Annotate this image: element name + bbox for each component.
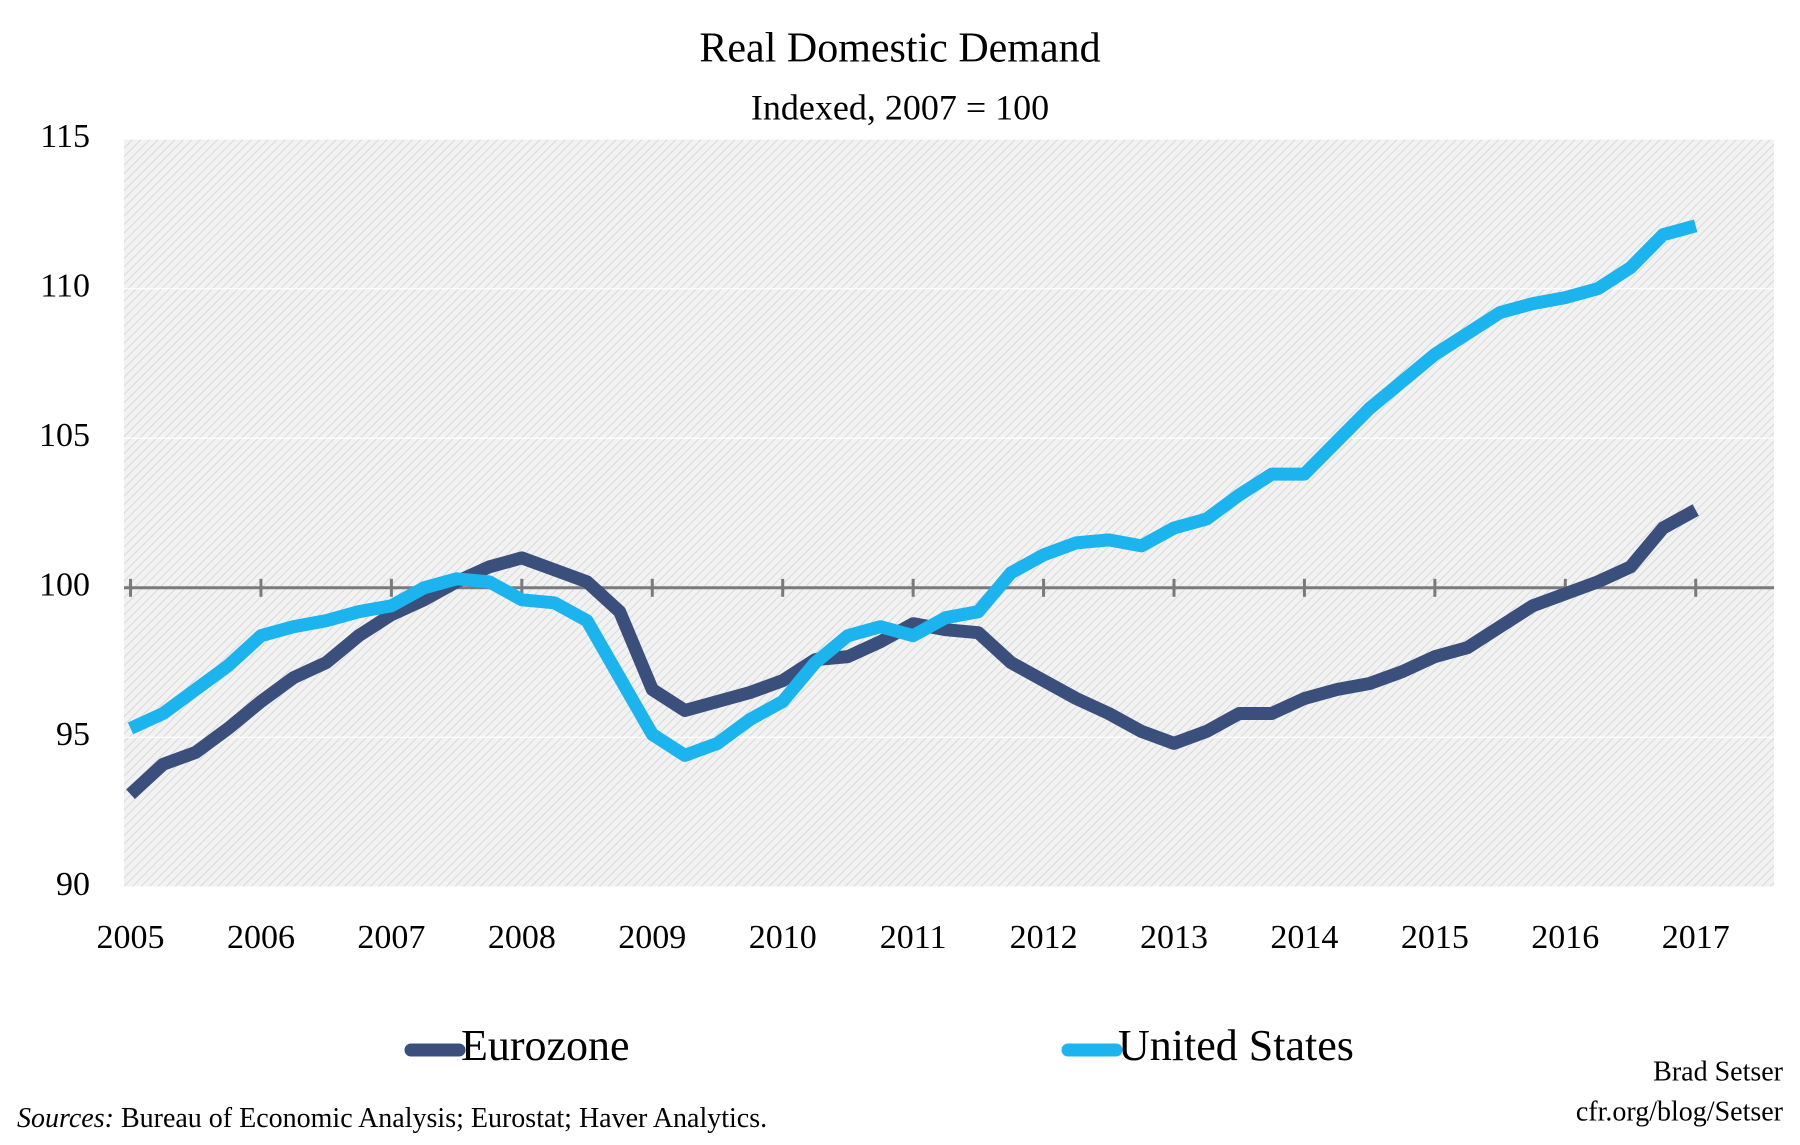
x-tick-label: 2006	[227, 919, 295, 956]
legend-label: United States	[1118, 1021, 1354, 1070]
x-tick-label: 2012	[1010, 919, 1078, 956]
chart-subtitle: Indexed, 2007 = 100	[751, 87, 1049, 127]
x-tick-label: 2009	[618, 919, 686, 956]
plot-area	[124, 139, 1774, 887]
x-tick-label: 2007	[357, 919, 425, 956]
x-tick-label: 2005	[97, 919, 165, 956]
y-tick-label: 95	[56, 716, 90, 753]
y-tick-label: 110	[40, 267, 90, 304]
x-tick-label: 2015	[1401, 919, 1469, 956]
y-tick-label: 105	[39, 417, 90, 454]
source-label: Sources:	[17, 1103, 114, 1134]
x-tick-label: 2014	[1270, 919, 1338, 956]
x-tick-label: 2011	[880, 919, 947, 956]
series-line	[127, 219, 1698, 762]
x-tick-label: 2017	[1662, 919, 1730, 956]
author: Brad Setser	[1653, 1056, 1784, 1087]
x-tick-label: 2008	[488, 919, 556, 956]
author-url: cfr.org/blog/Setser	[1576, 1096, 1784, 1127]
source: Sources: Bureau of Economic Analysis; Eu…	[17, 1103, 767, 1134]
x-tick-label: 2010	[749, 919, 817, 956]
y-tick-label: 90	[56, 866, 90, 903]
source-text: Bureau of Economic Analysis; Eurostat; H…	[121, 1103, 767, 1134]
legend-label: Eurozone	[461, 1021, 630, 1070]
y-tick-label: 100	[39, 567, 90, 604]
x-tick-label: 2016	[1531, 919, 1599, 956]
series-line	[126, 504, 1699, 799]
chart-title: Real Domestic Demand	[699, 26, 1100, 72]
y-tick-label: 115	[40, 118, 90, 155]
x-tick-label: 2013	[1140, 919, 1208, 956]
